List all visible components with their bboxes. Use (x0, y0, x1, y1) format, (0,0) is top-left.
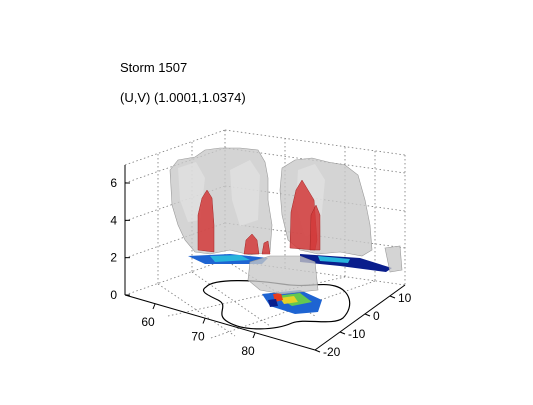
x-tick-mark (152, 303, 156, 310)
chart-subtitle: (U,V) (1.0001,1.0374) (120, 90, 246, 105)
z-tick-label: 6 (110, 176, 117, 190)
y-tick-label: 10 (398, 291, 412, 305)
z-tick-label: 2 (110, 251, 117, 265)
floor-color-patches (188, 254, 392, 314)
x-tick-label: 80 (241, 344, 255, 358)
z-tick-label: 0 (110, 288, 117, 302)
x-tick-label: 60 (141, 315, 155, 329)
z-tick-label: 4 (110, 213, 117, 227)
y-axis-ticks: -20 -10 0 10 (314, 291, 412, 359)
y-tick-label: 0 (373, 309, 380, 323)
x-tick-label: 70 (191, 330, 205, 344)
x-tick-mark (202, 318, 206, 324)
y-tick-mark (314, 349, 321, 353)
y-tick-label: -20 (323, 345, 341, 359)
z-axis-ticks: 0 2 4 6 (110, 176, 130, 302)
chart-title: Storm 1507 (120, 60, 188, 75)
y-tick-mark (339, 331, 346, 335)
core-isosurface (197, 179, 321, 255)
x-axis-ticks: 60 70 80 (141, 303, 256, 358)
x-tick-mark (252, 332, 256, 339)
y-tick-mark (389, 295, 396, 299)
y-tick-label: -10 (348, 327, 366, 341)
axis-lines (124, 165, 406, 351)
y-tick-mark (364, 313, 371, 317)
